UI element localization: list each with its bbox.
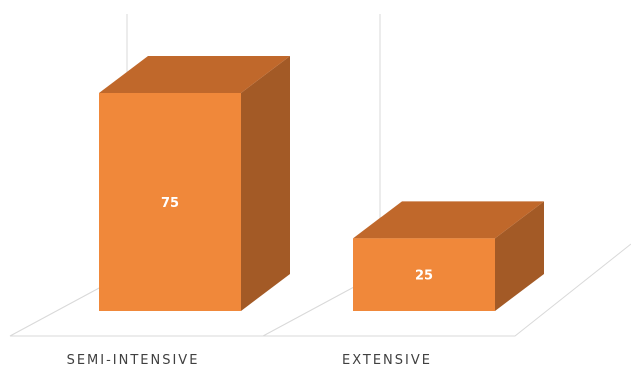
category-label-semi-intensive: SEMI-INTENSIVE: [67, 353, 200, 368]
category-label-extensive: EXTENSIVE: [342, 353, 432, 368]
bar-side-semi-intensive: [241, 56, 290, 311]
bar-side-extensive: [495, 201, 544, 311]
category-labels: SEMI-INTENSIVE EXTENSIVE: [67, 353, 432, 368]
value-label-semi-intensive: 75: [161, 196, 179, 211]
bar-semi-intensive: 75: [99, 56, 290, 311]
bar-front-semi-intensive: [99, 93, 241, 311]
bar-extensive: 25: [353, 201, 544, 311]
value-label-extensive: 25: [415, 269, 433, 284]
bar-top-semi-intensive: [99, 56, 290, 93]
bars: 75 25: [99, 56, 544, 311]
floor-outline: [9, 243, 631, 337]
bar-top-extensive: [353, 201, 544, 239]
bar-front-extensive: [353, 238, 495, 311]
